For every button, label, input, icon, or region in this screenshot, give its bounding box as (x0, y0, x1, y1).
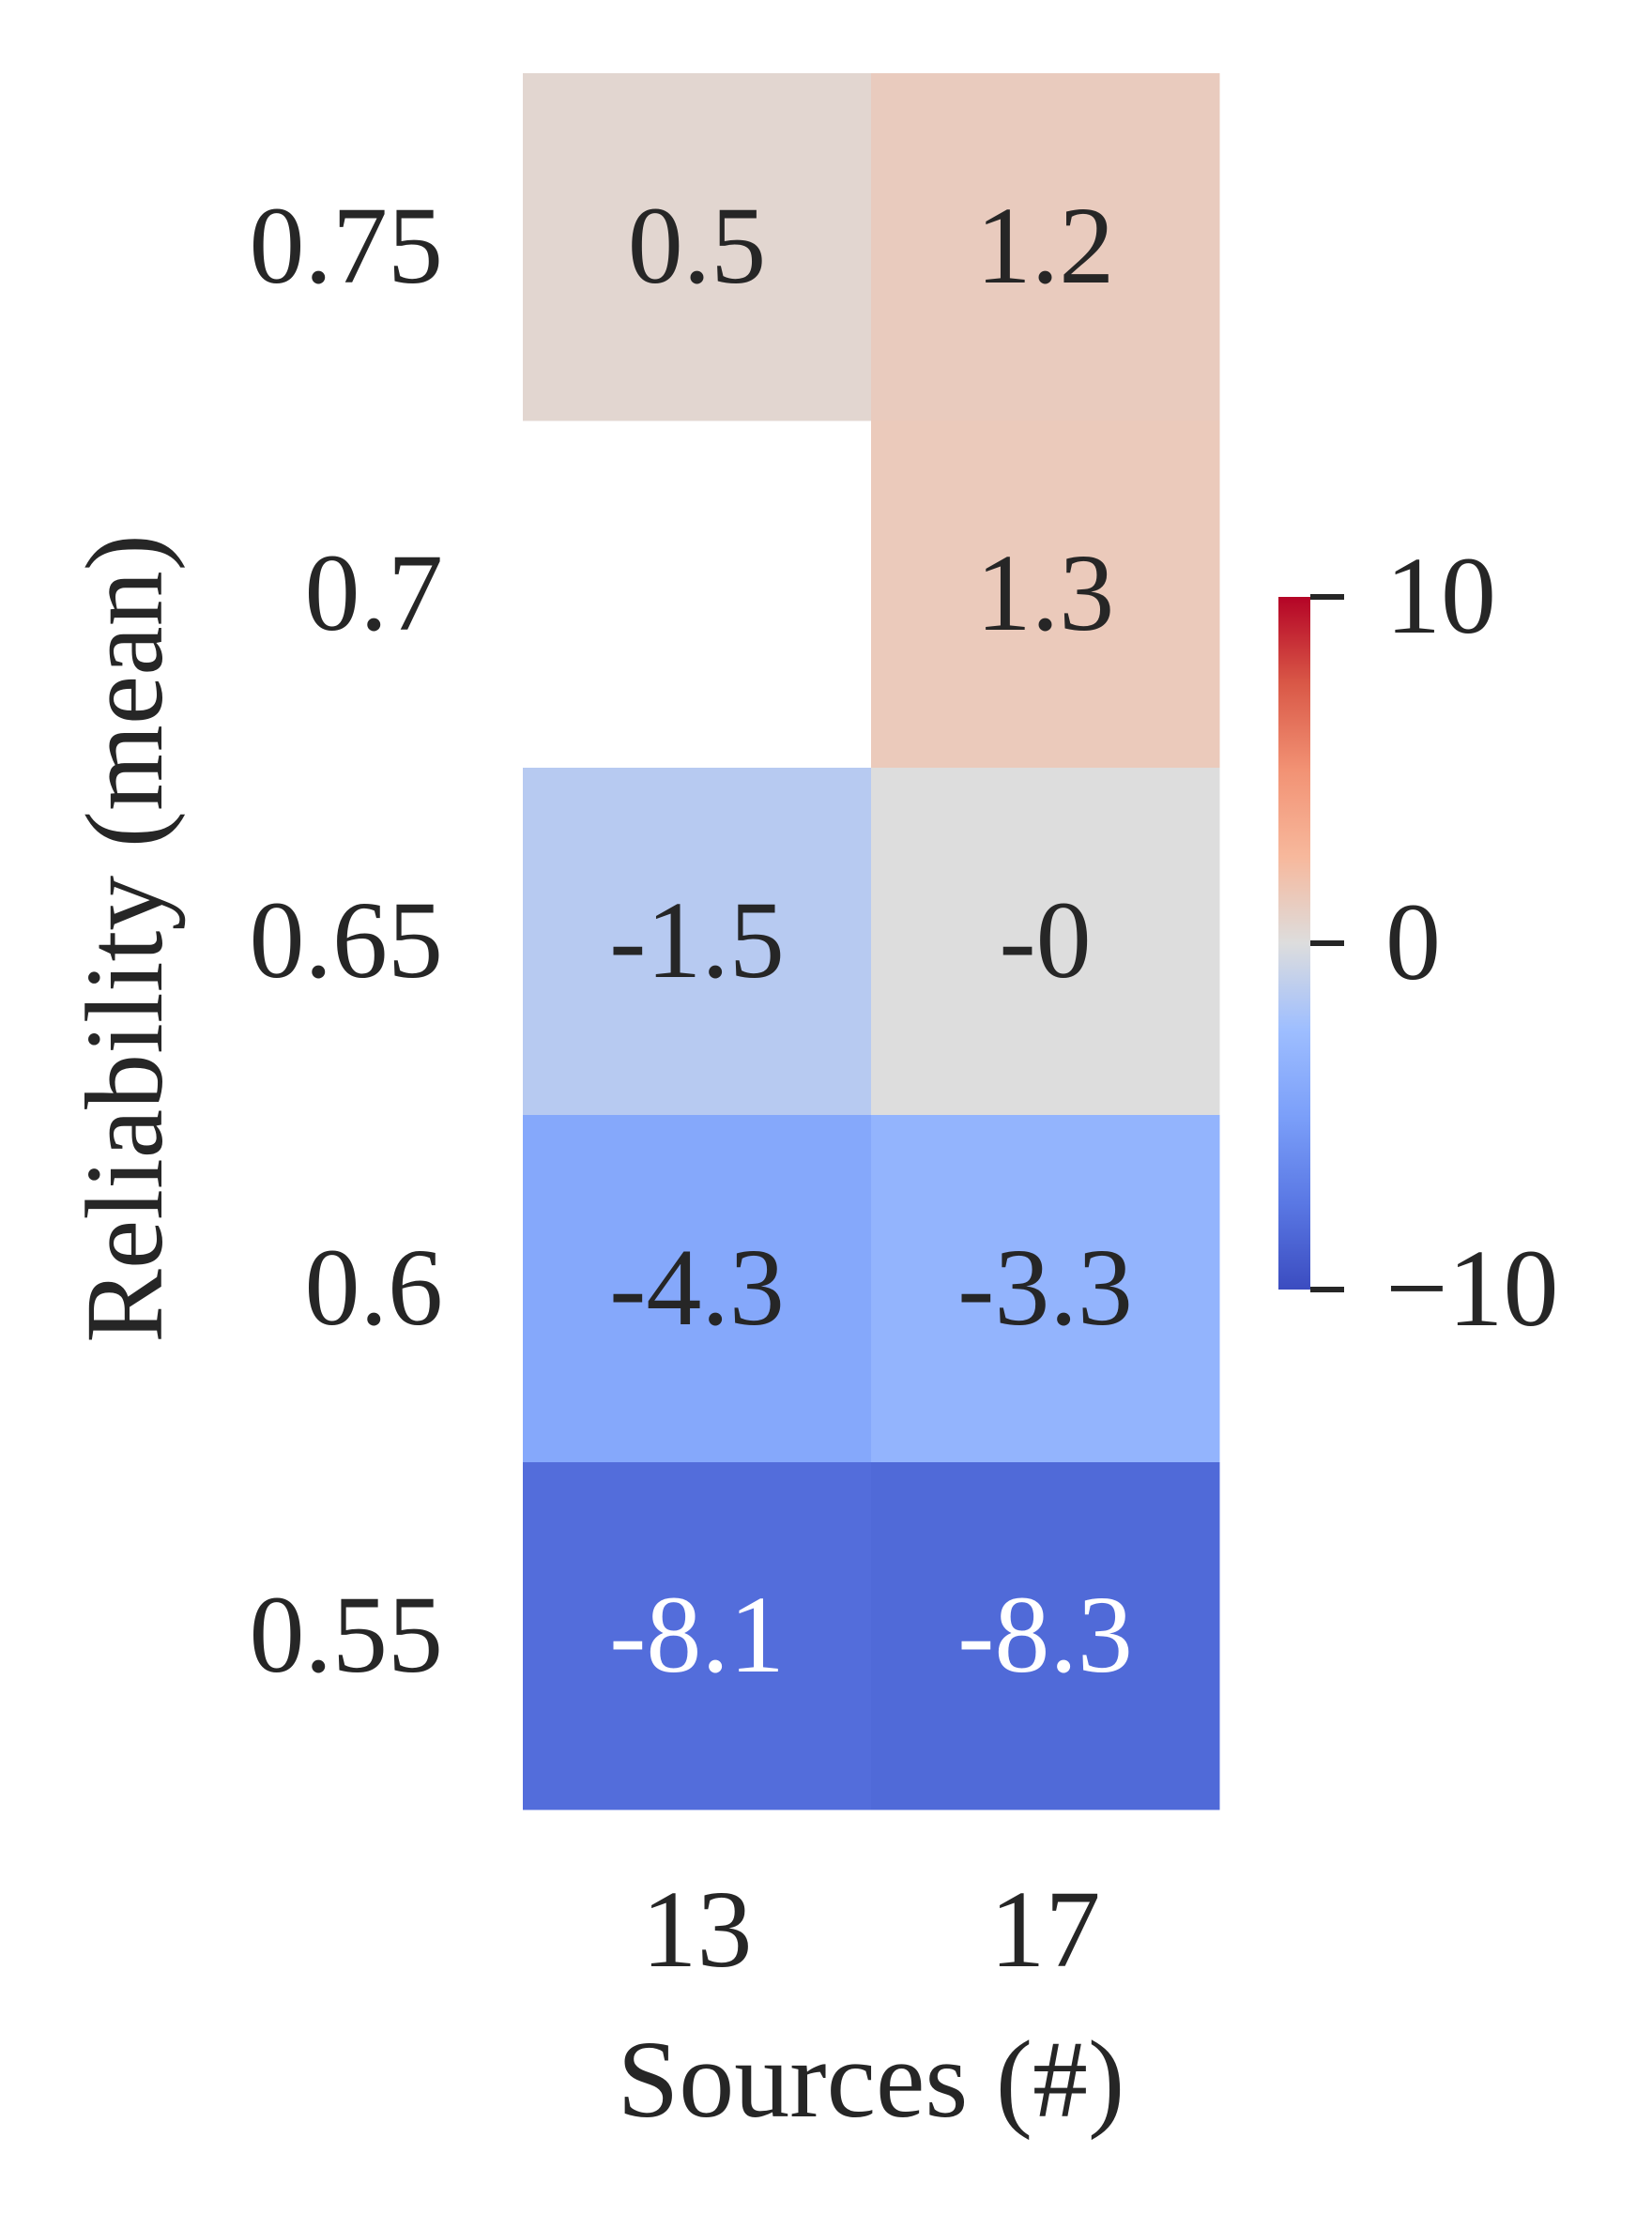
cell-value-label: -8.1 (609, 1573, 785, 1696)
colorbar-tick-label: −10 (1385, 1227, 1559, 1350)
heatmap-cell (523, 1462, 872, 1810)
y-tick-labels: 0.75 0.7 0.65 0.6 0.55 (250, 184, 444, 1696)
colorbar-tick-label: 10 (1385, 534, 1496, 657)
cell-value-label: -3.3 (957, 1226, 1133, 1349)
cell-value-label: -1.5 (609, 878, 785, 1001)
cell-value-label: 0.5 (628, 184, 767, 307)
colorbar-tick-label: 0 (1385, 880, 1441, 1003)
heatmap-cell (871, 768, 1220, 1116)
heatmap-cells (523, 73, 1220, 1810)
heatmap-cell (871, 73, 1220, 421)
y-tick-label: 0.75 (250, 184, 444, 307)
x-tick-label: 13 (642, 1868, 753, 1991)
y-tick-label: 0.6 (305, 1226, 444, 1349)
x-tick-labels: 13 17 (642, 1868, 1101, 1991)
heatmap-cell (871, 1115, 1220, 1463)
heatmap-cell (523, 73, 872, 421)
cell-labels: 0.5 1.2 1.3 -1.5 -0 -4.3 -3.3 -8.1 -8.3 (609, 184, 1133, 1696)
cell-value-label: 1.3 (976, 531, 1115, 654)
cell-value-label: 1.2 (976, 184, 1115, 307)
y-axis-label: Reliability (mean) (63, 534, 186, 1343)
heatmap-cell (871, 1462, 1220, 1810)
x-tick-label: 17 (990, 1868, 1101, 1991)
colorbar-ticks: 10 0 −10 (1310, 534, 1559, 1350)
cell-value-label: -4.3 (609, 1226, 785, 1349)
x-axis-label: Sources (#) (618, 2018, 1125, 2141)
colorbar (1278, 597, 1310, 1290)
y-tick-label: 0.65 (250, 878, 444, 1001)
cell-value-label: -0 (999, 878, 1091, 1001)
cell-value-label: -8.3 (957, 1573, 1133, 1696)
y-tick-label: 0.7 (305, 531, 444, 654)
heatmap-cell (523, 768, 872, 1116)
heatmap-cell (523, 1115, 872, 1463)
heatmap-cell (871, 420, 1220, 769)
y-tick-label: 0.55 (250, 1573, 444, 1696)
